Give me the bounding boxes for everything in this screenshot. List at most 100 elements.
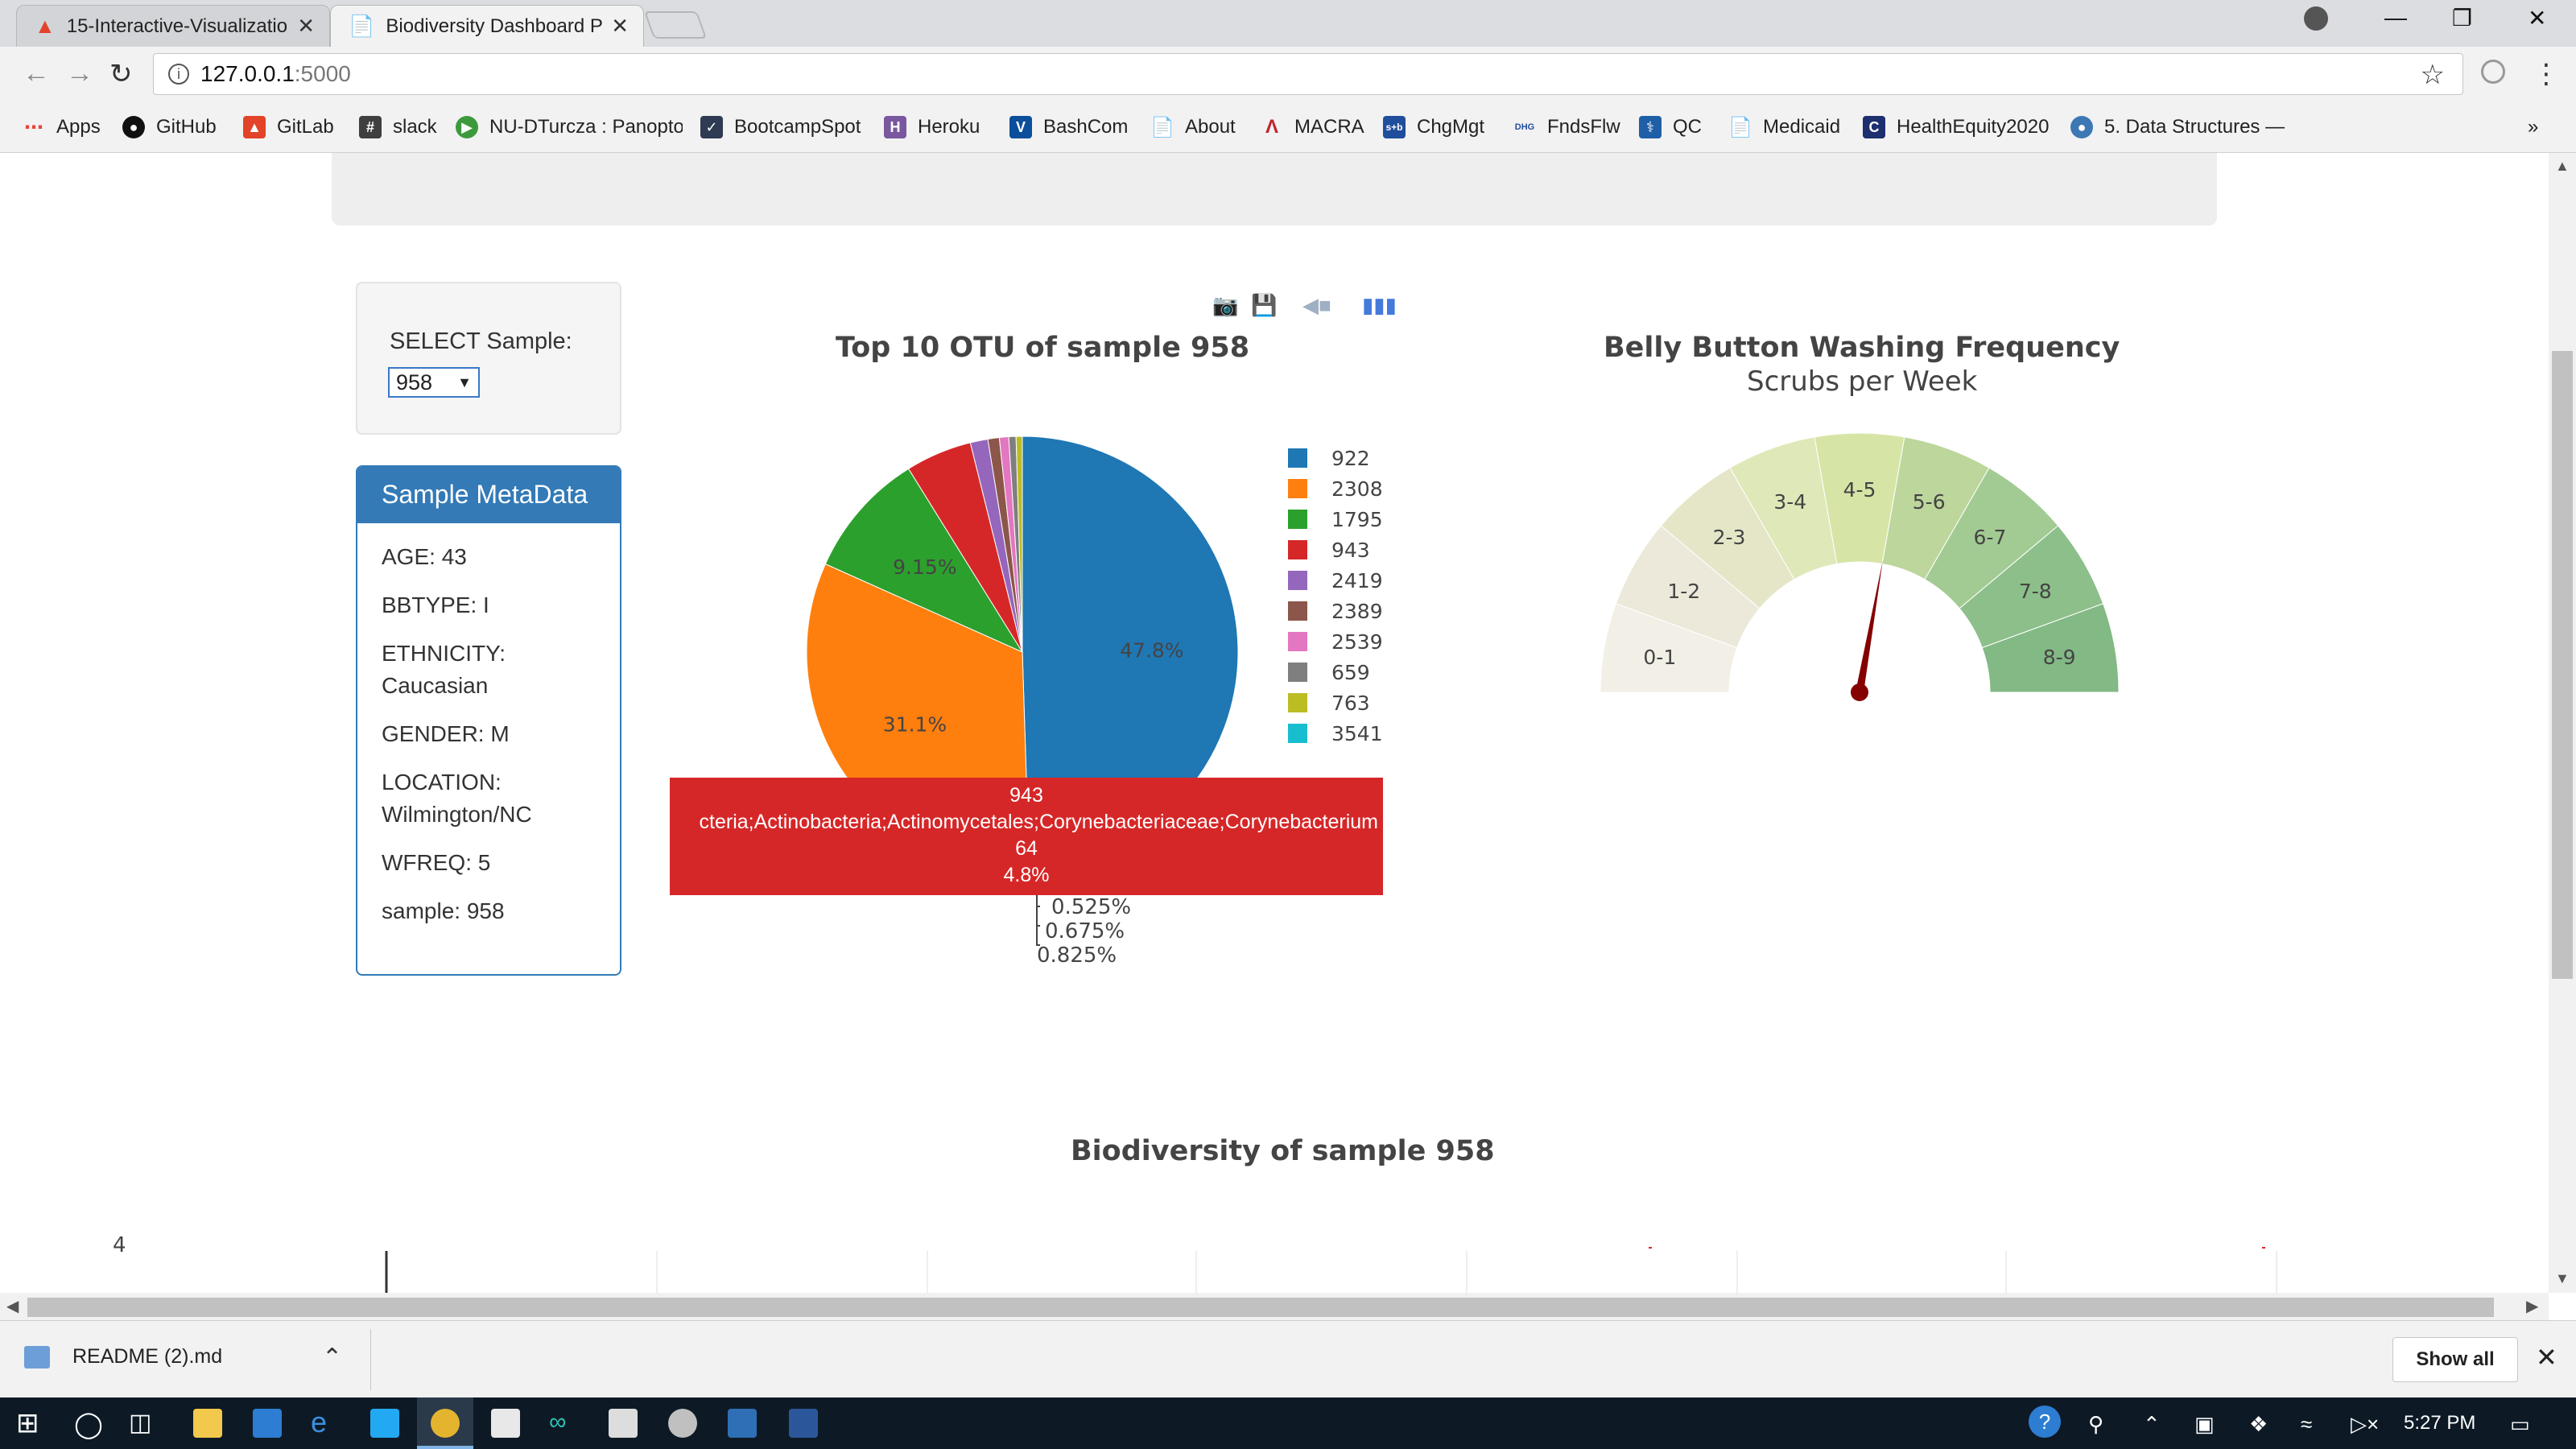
legend-item-3541[interactable]: 3541	[1288, 721, 1383, 745]
bookmark-github[interactable]: ● GitHub	[122, 111, 217, 143]
legend-label: 1795	[1331, 507, 1383, 531]
close-icon[interactable]: ✕	[297, 14, 315, 38]
extension-icon[interactable]	[2481, 60, 2505, 84]
mail-icon[interactable]	[609, 1409, 638, 1438]
more-bookmarks-icon[interactable]: »	[2528, 116, 2539, 138]
close-window-icon[interactable]: ✕	[2528, 6, 2547, 31]
bookmark-healthequity[interactable]: C HealthEquity2020	[1863, 111, 2049, 143]
camera-icon[interactable]: 📷	[1212, 293, 1239, 317]
bookmark-apps[interactable]: ⋯ Apps	[23, 111, 101, 143]
vscode-icon[interactable]	[370, 1409, 399, 1438]
close-icon[interactable]: ✕	[611, 14, 629, 38]
plotly-logo-icon[interactable]: ▮▮▮	[1362, 293, 1397, 317]
tab-biodiversity-dashboard[interactable]: 📄 Biodiversity Dashboard Pa ✕	[330, 5, 644, 47]
bookmark-data-structures[interactable]: ● 5. Data Structures —	[2070, 111, 2285, 143]
tab-interactive-visualization[interactable]: ▲ 15-Interactive-Visualizatio ✕	[16, 5, 330, 47]
wifi-icon[interactable]: ≈	[2301, 1412, 2313, 1436]
bookmark-bashcom[interactable]: V BashCom	[1009, 111, 1128, 143]
horizontal-scrollbar[interactable]: ◀ ▶	[0, 1293, 2549, 1320]
help-icon[interactable]: ?	[2029, 1406, 2061, 1438]
sample-select[interactable]: 958 ▼	[388, 367, 480, 398]
bookmark-chgmgt[interactable]: s+b ChgMgt	[1383, 111, 1484, 143]
action-center-icon[interactable]: ▭	[2510, 1412, 2530, 1436]
bookmark-bootcampspot[interactable]: ✓ BootcampSpot	[700, 111, 861, 143]
legend-label: 3541	[1331, 721, 1383, 745]
search-icon[interactable]: ◯	[74, 1410, 103, 1439]
bookmark-label: slack	[393, 116, 437, 138]
bookmark-panopto[interactable]: ▶ NU-DTurcza : Panopto	[456, 111, 683, 143]
bookmark-medicaid[interactable]: 📄 Medicaid	[1728, 111, 1840, 143]
restore-icon[interactable]: ❐	[2452, 6, 2473, 31]
app-icon[interactable]	[668, 1409, 697, 1438]
legend-item-659[interactable]: 659	[1288, 660, 1370, 684]
legend-item-943[interactable]: 943	[1288, 538, 1370, 562]
new-tab-button[interactable]	[643, 11, 708, 39]
battery-icon[interactable]: ▣	[2194, 1412, 2215, 1436]
bookmark-heroku[interactable]: H Heroku	[884, 111, 980, 143]
edge-icon[interactable]: e	[311, 1406, 328, 1439]
legend-item-2539[interactable]: 2539	[1288, 630, 1383, 654]
legend-swatch	[1288, 448, 1307, 468]
taskbar-clock[interactable]: 5:27 PM	[2404, 1412, 2476, 1434]
show-all-button[interactable]: Show all	[2392, 1337, 2518, 1382]
tooltip-percent: 4.8%	[1003, 864, 1050, 886]
scroll-right-icon[interactable]: ▶	[2526, 1298, 2539, 1315]
legend-item-2419[interactable]: 2419	[1288, 568, 1383, 592]
legend-item-922[interactable]: 922	[1288, 446, 1370, 470]
bookmark-macra[interactable]: Λ MACRA	[1261, 111, 1364, 143]
word-icon[interactable]	[789, 1409, 818, 1438]
profile-icon[interactable]	[2304, 6, 2328, 31]
pie-slice-763[interactable]	[1015, 436, 1023, 653]
save-icon[interactable]: 💾	[1251, 293, 1278, 317]
tooltip-otu: 943	[1009, 784, 1043, 807]
tag-icon[interactable]: ◀■	[1302, 293, 1331, 317]
bookmark-about[interactable]: 📄 About	[1150, 111, 1236, 143]
people-icon[interactable]: ⚲	[2088, 1412, 2104, 1436]
dropbox-icon[interactable]	[253, 1409, 282, 1438]
forward-icon[interactable]: →	[66, 58, 93, 89]
chevron-up-icon[interactable]: ⌃	[322, 1344, 343, 1371]
reload-icon[interactable]: ↻	[109, 59, 133, 89]
back-icon[interactable]: ←	[23, 58, 50, 89]
bookmark-label: QC	[1673, 116, 1702, 138]
pie-slice-1795[interactable]	[824, 468, 1024, 654]
vertical-scrollbar[interactable]: ▲ ▼	[2549, 153, 2576, 1293]
task-view-icon[interactable]: ◫	[129, 1410, 152, 1436]
arduino-icon[interactable]: ∞	[549, 1409, 567, 1435]
close-icon[interactable]: ✕	[2536, 1343, 2557, 1372]
download-item[interactable]: README (2).md	[24, 1345, 222, 1368]
scroll-left-icon[interactable]: ◀	[6, 1298, 19, 1315]
bookmark-gitlab[interactable]: ▲ GitLab	[243, 111, 334, 143]
legend-item-2308[interactable]: 2308	[1288, 477, 1383, 501]
bookmark-fndsflw[interactable]: DHG FndsFlw	[1513, 111, 1620, 143]
bookmark-label: 5. Data Structures —	[2104, 116, 2285, 138]
dropbox-tray-icon[interactable]: ❖	[2249, 1412, 2268, 1436]
bookmark-slack[interactable]: # slack	[359, 111, 437, 143]
legend-item-1795[interactable]: 1795	[1288, 507, 1383, 531]
gauge-needle-hub	[1851, 683, 1868, 701]
store-icon[interactable]	[491, 1409, 520, 1438]
pie-chart-title: Top 10 OTU of sample 958	[836, 332, 1250, 364]
bootcamp-icon[interactable]	[728, 1409, 757, 1438]
file-explorer-icon[interactable]	[193, 1409, 222, 1438]
legend-swatch	[1288, 601, 1307, 621]
windows-start-icon[interactable]: ⊞	[16, 1408, 39, 1439]
gauge-segment-8-9[interactable]	[1981, 603, 2120, 693]
scroll-up-icon[interactable]: ▲	[2555, 158, 2570, 174]
downloads-bar: README (2).md ⌃ Show all ✕	[0, 1320, 2576, 1397]
legend-item-2389[interactable]: 2389	[1288, 599, 1383, 623]
address-bar[interactable]: i 127.0.0.1:5000 ☆	[153, 53, 2463, 95]
bookmark-label: BootcampSpot	[734, 116, 861, 138]
legend-item-763[interactable]: 763	[1288, 691, 1370, 715]
bookmark-qc[interactable]: ⚕ QC	[1639, 111, 1702, 143]
vertical-scroll-thumb[interactable]	[2552, 351, 2573, 979]
horizontal-scroll-thumb[interactable]	[27, 1298, 2494, 1317]
volume-muted-icon[interactable]: ▷×	[2351, 1412, 2380, 1436]
info-icon[interactable]: i	[168, 64, 189, 85]
menu-icon[interactable]: ⋮	[2533, 59, 2560, 89]
bookmark-star-icon[interactable]: ☆	[2420, 60, 2445, 90]
chevron-up-icon[interactable]: ⌃	[2143, 1412, 2161, 1436]
minimize-icon[interactable]: —	[2384, 5, 2407, 30]
scroll-down-icon[interactable]: ▼	[2555, 1270, 2570, 1286]
url-port: :5000	[294, 61, 351, 86]
